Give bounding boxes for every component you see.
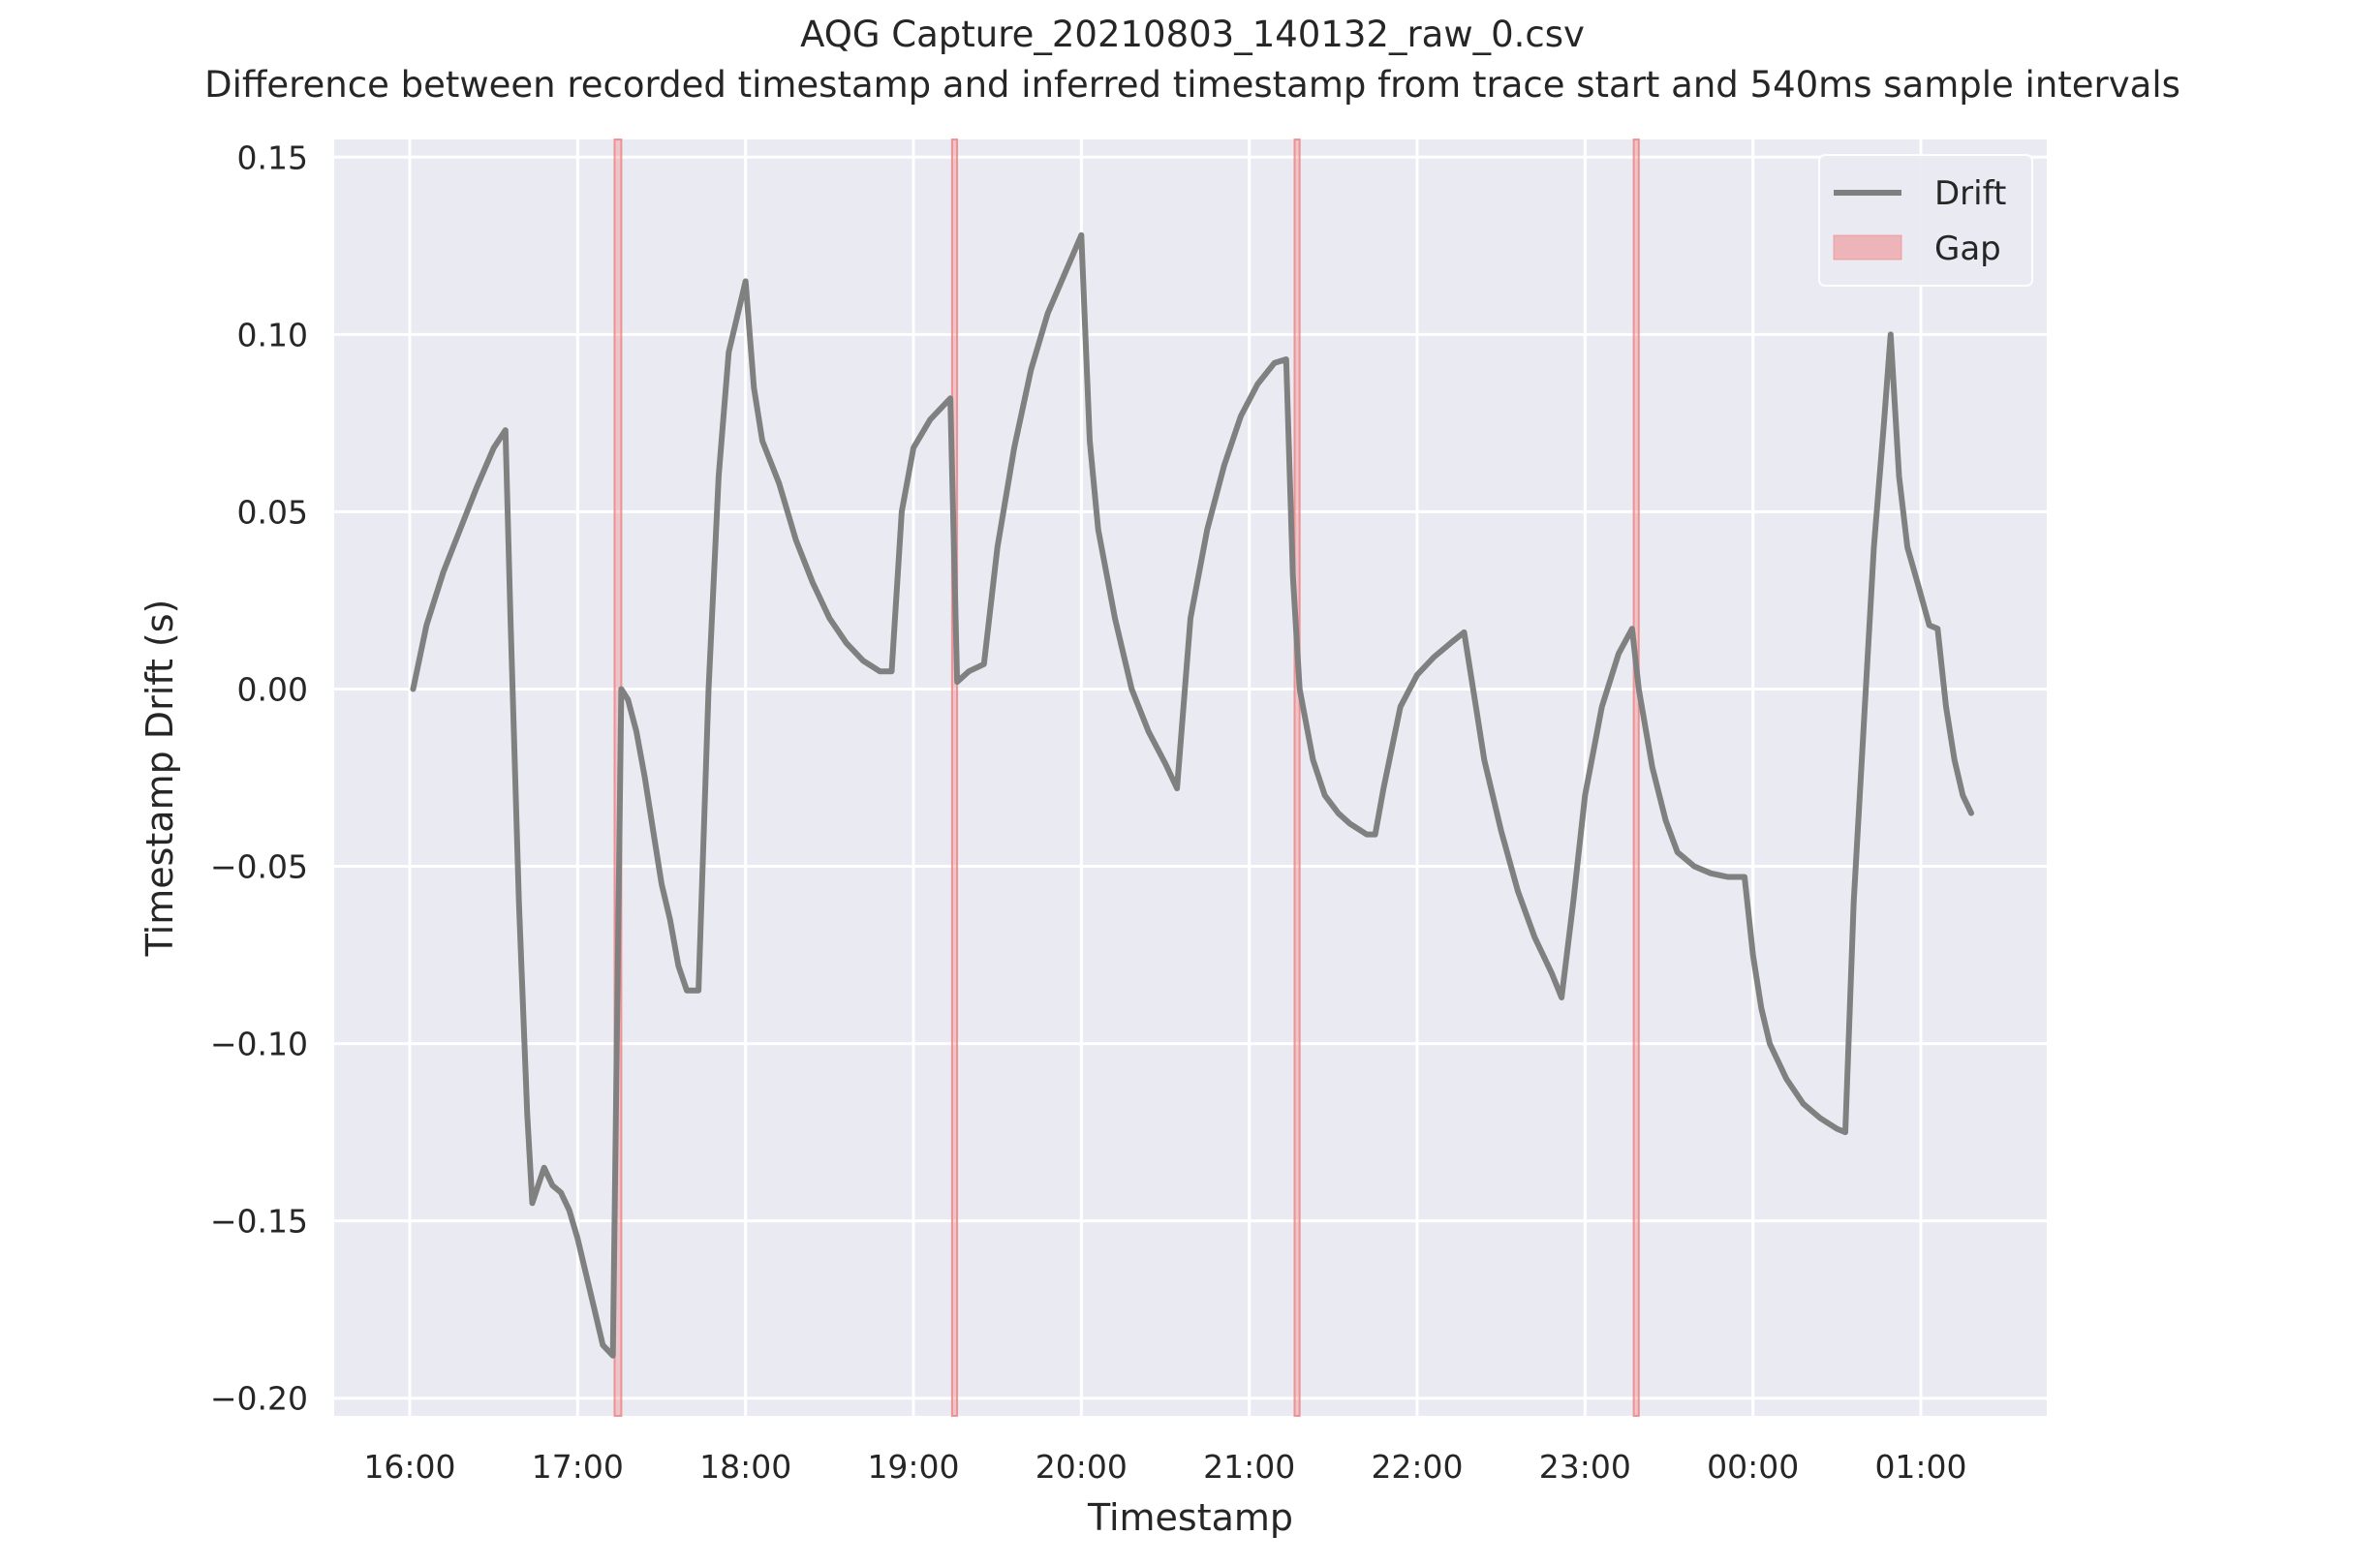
gap-region (1293, 138, 1301, 1417)
y-tick-label: −0.05 (210, 848, 308, 886)
y-axis-label: Timestamp Drift (s) (139, 599, 181, 958)
x-tick-label: 18:00 (699, 1448, 791, 1486)
x-axis-ticks: 16:00 17:00 18:00 19:00 20:00 21:00 22:00 23:00… (363, 1448, 1966, 1486)
drift-line (410, 231, 1974, 1359)
plot-area (334, 139, 2047, 1416)
gap-region (950, 138, 959, 1417)
x-axis-label: Timestamp (1087, 1496, 1293, 1539)
y-axis-ticks: 0.15 0.10 0.05 0.00 −0.05 −0.10 −0.15 −0.20 (210, 138, 308, 1417)
x-tick-label: 16:00 (363, 1448, 455, 1486)
x-tick-label: 23:00 (1539, 1448, 1631, 1486)
x-tick-label: 21:00 (1203, 1448, 1295, 1486)
legend-gap-swatch (1833, 234, 1902, 261)
x-tick-label: 22:00 (1371, 1448, 1463, 1486)
y-tick-label: 0.05 (237, 493, 308, 531)
legend: Drift Gap (1818, 154, 2033, 287)
y-tick-label: 0.15 (237, 138, 308, 176)
x-tick-label: 19:00 (867, 1448, 959, 1486)
y-tick-label: −0.10 (210, 1026, 308, 1063)
x-tick-label: 01:00 (1874, 1448, 1966, 1486)
y-tick-label: 0.00 (237, 670, 308, 708)
series-layer (410, 231, 1974, 1359)
legend-gap-label: Gap (1934, 230, 2001, 268)
gap-region (1632, 138, 1640, 1417)
y-tick-label: −0.20 (210, 1380, 308, 1418)
chart-title: AQG Capture_20210803_140132_raw_0.csv (800, 14, 1585, 55)
chart-subtitle: Difference between recorded timestamp an… (204, 64, 2180, 106)
x-tick-label: 17:00 (532, 1448, 624, 1486)
y-tick-label: −0.15 (210, 1203, 308, 1241)
x-tick-label: 00:00 (1707, 1448, 1799, 1486)
x-tick-label: 20:00 (1035, 1448, 1128, 1486)
grid (334, 139, 2047, 1416)
y-tick-label: 0.10 (237, 316, 308, 353)
legend-drift-label: Drift (1934, 174, 2006, 213)
